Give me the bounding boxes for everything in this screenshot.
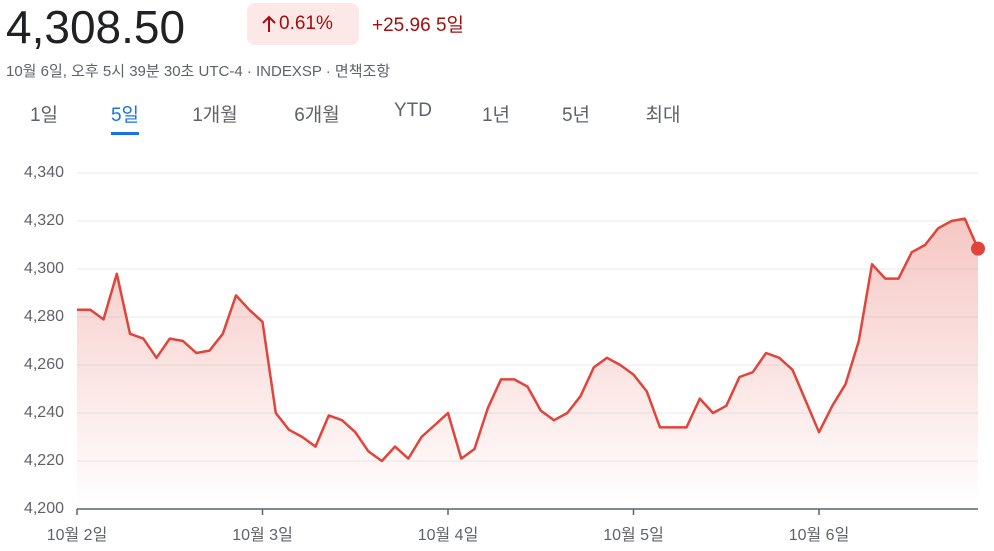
up-arrow-icon: [262, 15, 276, 32]
range-tab[interactable]: 5일: [110, 100, 140, 135]
y-tick-label: 4,240: [24, 404, 64, 421]
last-point: [971, 241, 985, 256]
range-tab[interactable]: YTD: [394, 100, 432, 121]
x-tick-label: 10월 4일: [418, 526, 479, 544]
price: 4,308.50: [6, 1, 186, 53]
x-tick-label: 10월 5일: [603, 526, 664, 544]
y-tick-label: 4,200: [24, 500, 64, 517]
change-percent: 0.61%: [279, 13, 333, 34]
area: [77, 218, 978, 509]
change-value: +25.96: [372, 15, 431, 36]
y-tick-label: 4,320: [24, 212, 64, 229]
range-tab[interactable]: 1개월: [192, 105, 238, 126]
subtitle: 10월 6일, 오후 5시 39분 30초 UTC-4 · INDEXSP · …: [6, 63, 391, 80]
range-tab[interactable]: 5년: [561, 105, 591, 126]
x-tick-label: 10월 2일: [47, 526, 108, 544]
range-tab[interactable]: 1일: [29, 105, 59, 126]
y-tick-label: 4,340: [24, 164, 64, 181]
period: 5일: [435, 15, 464, 36]
y-tick-label: 4,220: [24, 452, 64, 469]
range-tab[interactable]: 1년: [481, 105, 511, 126]
range-tab[interactable]: 6개월: [294, 105, 340, 126]
change-badge: 0.61%: [247, 3, 359, 45]
y-tick-label: 4,260: [24, 356, 64, 373]
y-tick-label: 4,300: [24, 260, 64, 277]
change: +25.96 5일: [372, 10, 464, 37]
x-tick-label: 10월 3일: [232, 526, 293, 544]
y-tick-label: 4,280: [24, 308, 64, 325]
range-tab[interactable]: 최대: [645, 105, 681, 126]
x-tick-label: 10월 6일: [789, 526, 850, 544]
price-line: [77, 217, 980, 463]
